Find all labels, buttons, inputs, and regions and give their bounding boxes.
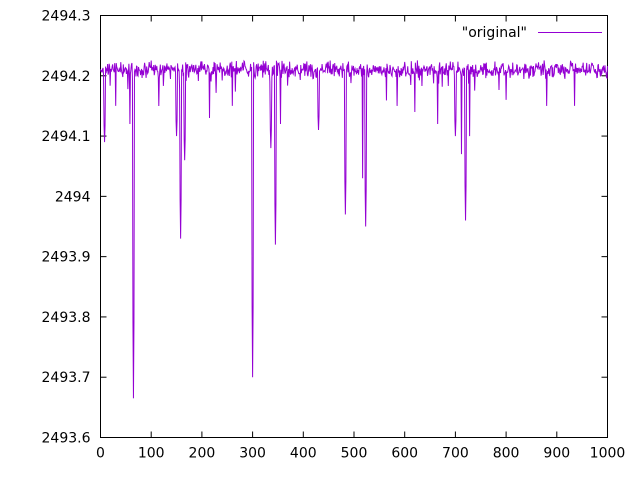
x-tick-label: 200 <box>189 446 216 462</box>
x-tick-label: 1000 <box>590 446 626 462</box>
legend: "original" <box>462 25 602 41</box>
y-tick-label: 2493.8 <box>42 310 91 326</box>
x-tick-label: 600 <box>391 446 418 462</box>
y-tick-label: 2494.3 <box>42 9 91 25</box>
x-tick-labels: 0 100 200 300 400 500 600 700 800 900 1000 <box>96 446 625 462</box>
y-tick-label: 2494.1 <box>42 129 91 145</box>
tick-marks <box>100 15 608 438</box>
x-tick-label: 100 <box>138 446 165 462</box>
y-tick-label: 2494 <box>55 189 91 205</box>
series-line-original <box>100 59 608 399</box>
y-tick-labels: 2493.6 2493.7 2493.8 2493.9 2494 2494.1 2494.2… <box>42 9 91 447</box>
y-tick-label: 2493.7 <box>42 370 91 386</box>
plot-border <box>100 15 608 438</box>
y-tick-label: 2493.6 <box>42 431 91 447</box>
x-tick-label: 700 <box>442 446 469 462</box>
y-tick-label: 2494.2 <box>42 69 91 85</box>
x-tick-label: 300 <box>239 446 266 462</box>
x-tick-label: 800 <box>493 446 520 462</box>
x-tick-label: 0 <box>96 446 105 462</box>
x-tick-label: 500 <box>341 446 368 462</box>
y-tick-label: 2493.9 <box>42 250 91 266</box>
legend-label: "original" <box>462 25 527 41</box>
x-tick-label: 900 <box>543 446 570 462</box>
x-tick-label: 400 <box>290 446 317 462</box>
